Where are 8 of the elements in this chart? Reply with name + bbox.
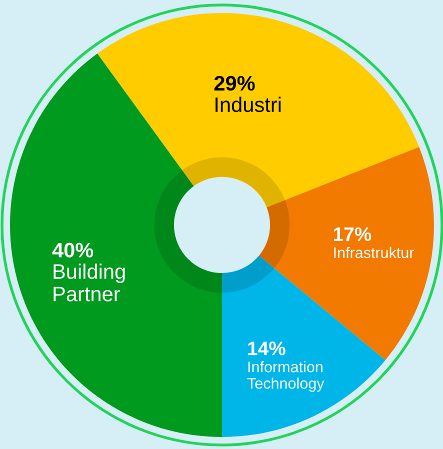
data-label: 14% (248, 342, 286, 356)
slice-label: Building Partner (54, 264, 125, 302)
slice-label: Industri (216, 96, 281, 112)
data-label: 17% (334, 227, 372, 241)
slice-label: Information Technology (247, 361, 324, 392)
data-label: 40% (52, 242, 94, 258)
slice-label: Infrastruktur (334, 246, 414, 258)
data-label: 29% (214, 76, 255, 91)
